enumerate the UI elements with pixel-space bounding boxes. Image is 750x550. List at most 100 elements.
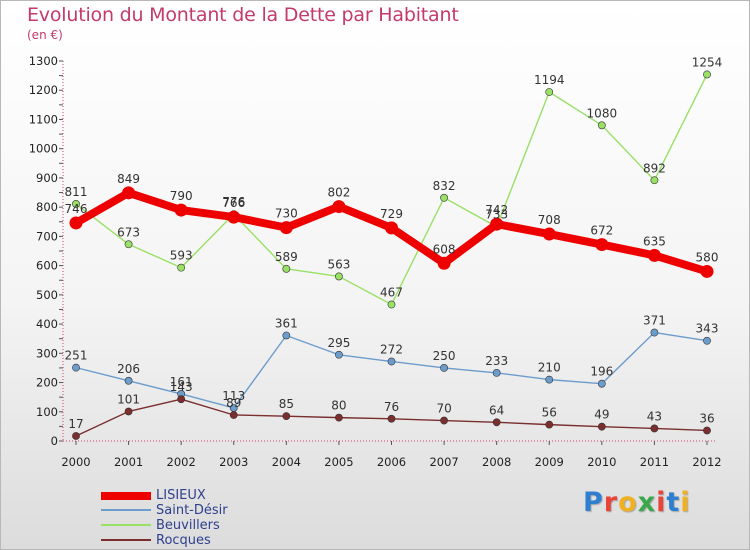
x-tick-label: 2010 (587, 455, 616, 469)
x-tick-label: 2008 (482, 455, 511, 469)
data-point-rocques (387, 414, 396, 423)
data-label: 635 (643, 234, 666, 248)
y-tick-label: 0 (51, 434, 58, 448)
legend-label: Rocques (156, 533, 211, 548)
x-tick-label: 2001 (114, 455, 143, 469)
data-point-beuvillers (545, 88, 554, 96)
logo-letter: x (637, 487, 657, 518)
data-point-beuvillers (282, 264, 291, 273)
data-point-rocques (177, 395, 186, 404)
data-point-saint-d-sir (124, 376, 133, 385)
data-label: 746 (65, 202, 88, 216)
data-label: 43 (647, 409, 662, 423)
legend-swatch (101, 492, 151, 500)
y-tick-label: 1200 (29, 83, 58, 97)
logo-letter: r (603, 487, 619, 518)
data-label: 776 (222, 195, 245, 209)
data-point-beuvillers (440, 193, 448, 202)
y-tick-label: 900 (36, 171, 58, 185)
data-label: 608 (433, 242, 456, 256)
data-label: 729 (380, 207, 403, 221)
data-point-lisieux (122, 186, 136, 200)
data-point-saint-d-sir (545, 375, 554, 384)
data-point-beuvillers (703, 70, 711, 79)
data-label: 361 (275, 316, 298, 330)
chart-data-labels: 251 206 161 113 361 295 272 250 233 210 196 371 343 8… (65, 55, 723, 431)
data-label: 64 (489, 403, 504, 417)
data-label: 343 (696, 322, 719, 336)
x-tick-label: 2003 (219, 455, 248, 469)
x-tick-label: 2009 (535, 455, 564, 469)
y-tick-label: 100 (36, 405, 58, 419)
data-label: 832 (433, 179, 456, 193)
data-label: 811 (65, 185, 88, 199)
logo-letter: t (666, 487, 681, 518)
data-label: 1254 (692, 55, 723, 69)
data-point-rocques (703, 426, 711, 435)
data-point-beuvillers (387, 300, 396, 309)
data-label: 802 (327, 186, 350, 200)
data-label: 161 (170, 375, 193, 389)
data-label: 206 (117, 362, 140, 376)
data-point-beuvillers (72, 200, 80, 208)
data-point-rocques (492, 418, 501, 427)
data-label: 113 (222, 389, 245, 403)
legend-label: Saint-Désir (156, 503, 228, 518)
y-tick-label: 800 (36, 200, 58, 214)
data-label: 210 (538, 361, 561, 375)
data-label: 733 (485, 208, 508, 222)
chart-title: Evolution du Montant de la Dette par Hab… (27, 4, 459, 26)
data-label: 143 (170, 380, 193, 394)
data-point-lisieux (490, 217, 504, 231)
data-point-beuvillers (177, 263, 186, 272)
data-point-beuvillers (650, 176, 659, 185)
data-point-lisieux (437, 256, 451, 270)
data-point-saint-d-sir (282, 331, 291, 340)
data-point-rocques (229, 411, 238, 419)
legend-label: Beuvillers (156, 518, 220, 533)
legend-swatch (101, 509, 151, 511)
data-label: 790 (170, 189, 193, 203)
y-tick-label: 600 (36, 259, 58, 273)
data-point-saint-d-sir (440, 364, 448, 372)
x-tick-label: 2004 (272, 455, 301, 469)
data-label: 49 (594, 408, 609, 422)
legend-swatch (101, 524, 151, 526)
logo-letter: o (618, 487, 638, 518)
data-point-beuvillers (124, 240, 133, 249)
y-tick-label: 1100 (29, 112, 58, 126)
data-label: 233 (485, 354, 508, 368)
data-label: 589 (275, 250, 298, 264)
data-point-rocques (282, 412, 291, 421)
data-label: 849 (117, 172, 140, 186)
data-point-rocques (440, 416, 448, 425)
data-point-saint-d-sir (650, 328, 659, 337)
data-label: 580 (696, 250, 719, 264)
y-tick-label: 200 (36, 376, 58, 390)
data-point-saint-d-sir (72, 363, 80, 372)
data-label: 730 (275, 207, 298, 221)
data-label: 250 (433, 349, 456, 363)
data-label: 76 (384, 400, 399, 414)
data-point-lisieux (227, 210, 241, 224)
logo-letter: P (583, 487, 604, 518)
data-label: 89 (226, 396, 241, 410)
data-label: 563 (327, 257, 350, 271)
data-point-lisieux (385, 221, 398, 235)
data-label: 593 (170, 249, 193, 263)
data-point-beuvillers (335, 272, 343, 281)
y-tick-label: 1300 (29, 54, 58, 68)
data-label: 672 (590, 224, 613, 238)
data-point-saint-d-sir (703, 336, 711, 345)
data-point-rocques (597, 422, 606, 431)
data-point-lisieux (332, 200, 346, 214)
legend-label: LISIEUX (156, 488, 206, 503)
data-label: 36 (699, 411, 714, 425)
x-tick-label: 2011 (640, 455, 669, 469)
y-tick-label: 1000 (29, 142, 58, 156)
data-label: 70 (436, 402, 451, 416)
data-point-lisieux (174, 203, 188, 217)
data-label: 1194 (534, 73, 565, 87)
